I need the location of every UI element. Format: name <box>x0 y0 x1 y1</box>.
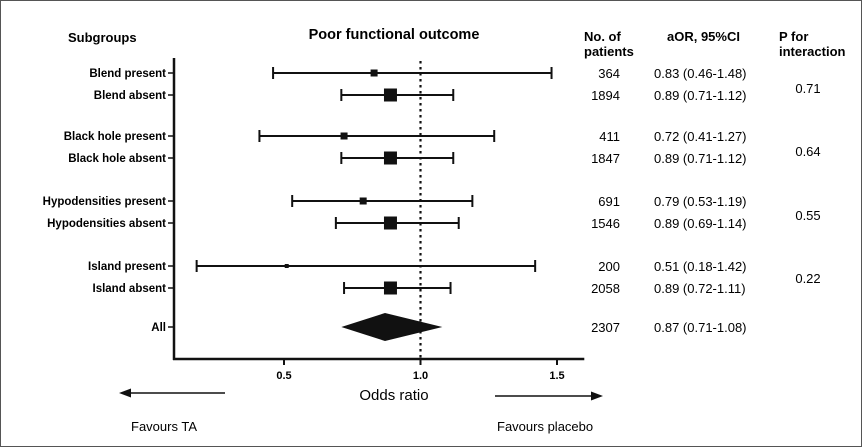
aor-ci-text: 0.83 (0.46-1.48) <box>654 66 747 81</box>
plot-area: 0.5 1.0 1.5 Blend present 364 0.83 (0.46-1.48… <box>43 58 821 382</box>
x-tick-label: 1.0 <box>413 370 428 382</box>
chart-title: Poor functional outcome <box>309 27 480 43</box>
header-pint-line2: interaction <box>779 44 846 59</box>
x-axis-label: Odds ratio <box>359 387 428 404</box>
row-label: All <box>151 322 166 334</box>
pooled-estimate-diamond <box>341 313 443 341</box>
patients-count: 2307 <box>591 320 620 335</box>
aor-ci-text: 0.72 (0.41-1.27) <box>654 129 747 144</box>
row-label: Blend absent <box>94 90 166 102</box>
patients-count: 1894 <box>591 88 620 103</box>
p-interaction-value: 0.22 <box>795 271 820 286</box>
row-label: Hypodensities present <box>43 196 167 208</box>
x-tick-label: 0.5 <box>276 370 291 382</box>
row-label: Island absent <box>93 283 167 295</box>
p-interaction-value: 0.71 <box>795 81 820 96</box>
patients-count: 1546 <box>591 216 620 231</box>
aor-ci-text: 0.51 (0.18-1.42) <box>654 259 747 274</box>
aor-ci-text: 0.89 (0.72-1.11) <box>654 281 746 296</box>
aor-ci-text: 0.89 (0.69-1.14) <box>654 216 747 231</box>
row-label: Hypodensities absent <box>47 218 166 230</box>
p-interaction-value: 0.55 <box>795 208 820 223</box>
patients-count: 1847 <box>591 151 620 166</box>
row-label: Black hole present <box>64 131 166 143</box>
point-estimate-square <box>383 281 397 295</box>
point-estimate-square <box>284 264 289 268</box>
patients-count: 364 <box>598 66 620 81</box>
patients-count: 2058 <box>591 281 620 296</box>
point-estimate-square <box>383 151 397 165</box>
favours-placebo: Favours placebo <box>497 419 593 434</box>
patients-count: 200 <box>598 259 620 274</box>
p-interaction-value: 0.64 <box>795 144 820 159</box>
header-patients-line1: No. of <box>584 29 621 44</box>
header-pint-line1: P for <box>779 29 808 44</box>
aor-ci-text: 0.87 (0.71-1.08) <box>654 320 747 335</box>
point-estimate-square <box>370 69 378 77</box>
header-aor: aOR, 95%CI <box>667 29 740 44</box>
header-subgroups: Subgroups <box>68 30 137 45</box>
favours-ta: Favours TA <box>131 419 197 434</box>
patients-count: 411 <box>599 129 620 144</box>
header-patients-line2: patients <box>584 44 634 59</box>
point-estimate-square <box>359 197 367 205</box>
x-tick-label: 1.5 <box>549 370 564 382</box>
row-label: Island present <box>88 261 166 273</box>
row-label: Blend present <box>89 68 166 80</box>
patients-count: 691 <box>598 194 620 209</box>
point-estimate-square <box>383 216 397 230</box>
row-label: Black hole absent <box>68 153 166 165</box>
point-estimate-square <box>383 88 397 102</box>
arrow-left-head <box>119 388 131 398</box>
aor-ci-text: 0.89 (0.71-1.12) <box>654 88 747 103</box>
aor-ci-text: 0.79 (0.53-1.19) <box>654 194 747 209</box>
aor-ci-text: 0.89 (0.71-1.12) <box>654 151 747 166</box>
arrow-right-head <box>591 391 603 401</box>
point-estimate-square <box>340 132 348 140</box>
